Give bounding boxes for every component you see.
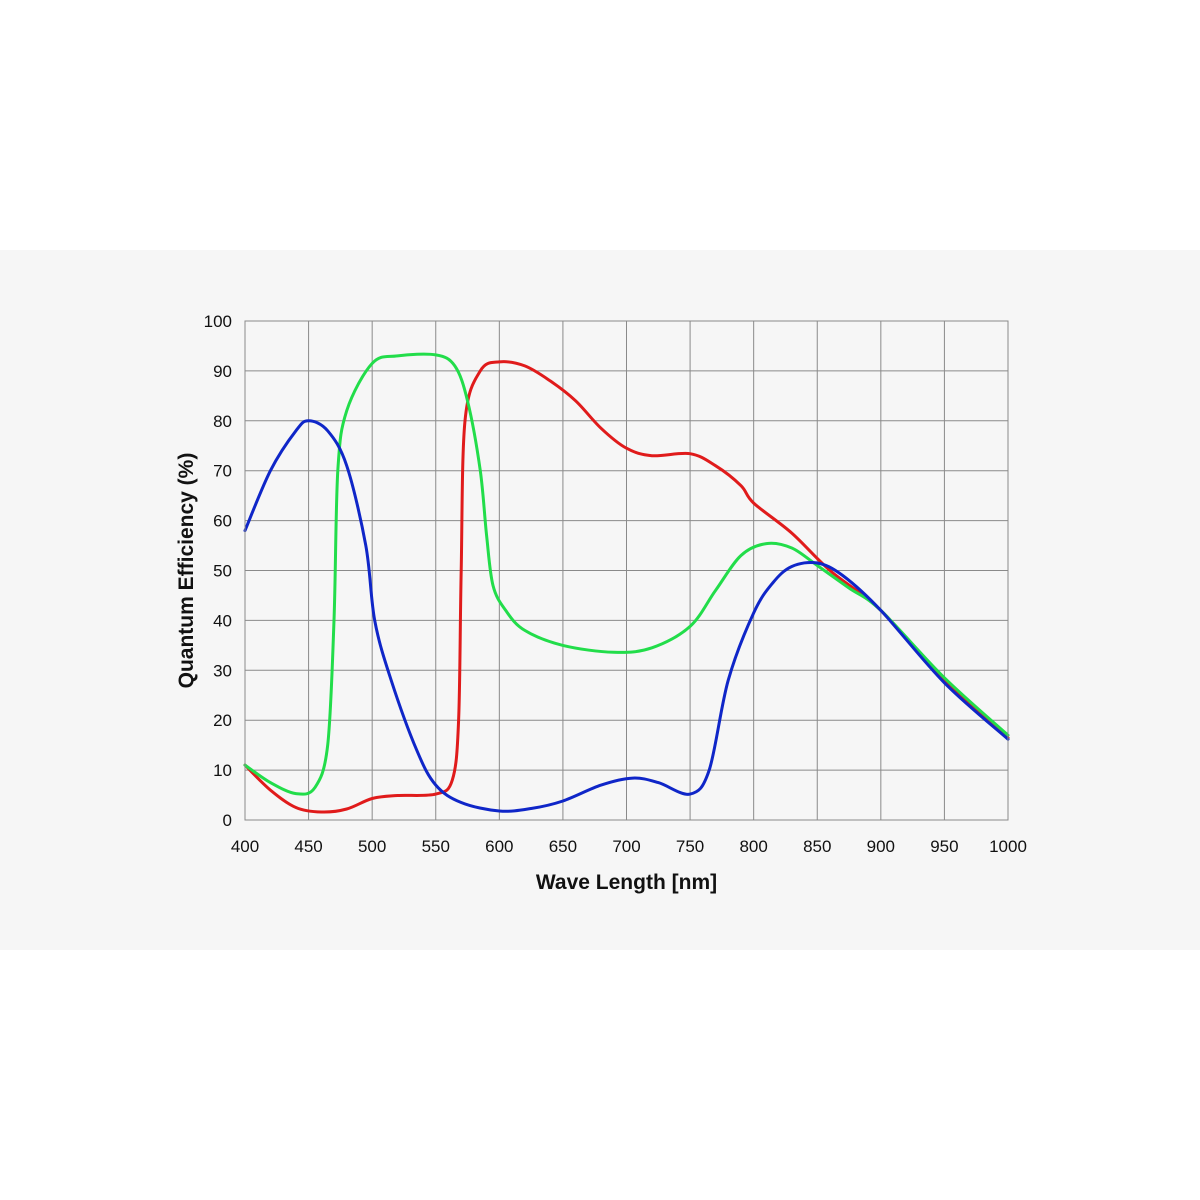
y-tick-label: 90 [213, 362, 232, 381]
x-tick-label: 1000 [989, 837, 1027, 856]
y-tick-label: 80 [213, 412, 232, 431]
y-tick-label: 20 [213, 711, 232, 730]
y-tick-label: 60 [213, 512, 232, 531]
x-tick-label: 850 [803, 837, 831, 856]
y-tick-label: 10 [213, 761, 232, 780]
grid [244, 320, 1009, 821]
x-tick-label: 400 [231, 837, 259, 856]
x-tick-labels: 400 450 500 550 600 650 700 750 800 850 900 950 1000 [231, 837, 1027, 856]
x-tick-label: 950 [930, 837, 958, 856]
y-tick-label: 100 [204, 312, 232, 331]
y-tick-label: 40 [213, 611, 232, 630]
y-tick-label: 50 [213, 562, 232, 581]
x-tick-label: 900 [867, 837, 895, 856]
blue-series-line [243, 419, 1010, 813]
x-tick-label: 550 [422, 837, 450, 856]
plot-frame [244, 320, 1009, 821]
x-tick-label: 700 [612, 837, 640, 856]
chart-panel: 400 450 500 550 600 650 700 750 800 850 900 950 1000… [0, 250, 1200, 950]
x-tick-label: 800 [739, 837, 767, 856]
series-lines [243, 352, 1010, 814]
x-tick-label: 500 [358, 837, 386, 856]
y-tick-label: 30 [213, 661, 232, 680]
x-tick-label: 650 [549, 837, 577, 856]
qe-chart: 400 450 500 550 600 650 700 750 800 850 900 950 1000… [175, 312, 1027, 894]
y-tick-labels: 0 10 20 30 40 50 60 70 80 90 100 [204, 312, 232, 830]
x-tick-label: 450 [294, 837, 322, 856]
x-axis-label: Wave Length [nm] [536, 871, 717, 894]
red-series-line [243, 360, 1010, 814]
y-tick-label: 0 [223, 811, 232, 830]
y-axis-label: Quantum Efficiency (%) [175, 453, 198, 689]
x-tick-label: 750 [676, 837, 704, 856]
x-tick-label: 600 [485, 837, 513, 856]
green-series-line [243, 352, 1010, 796]
y-tick-label: 70 [213, 462, 232, 481]
